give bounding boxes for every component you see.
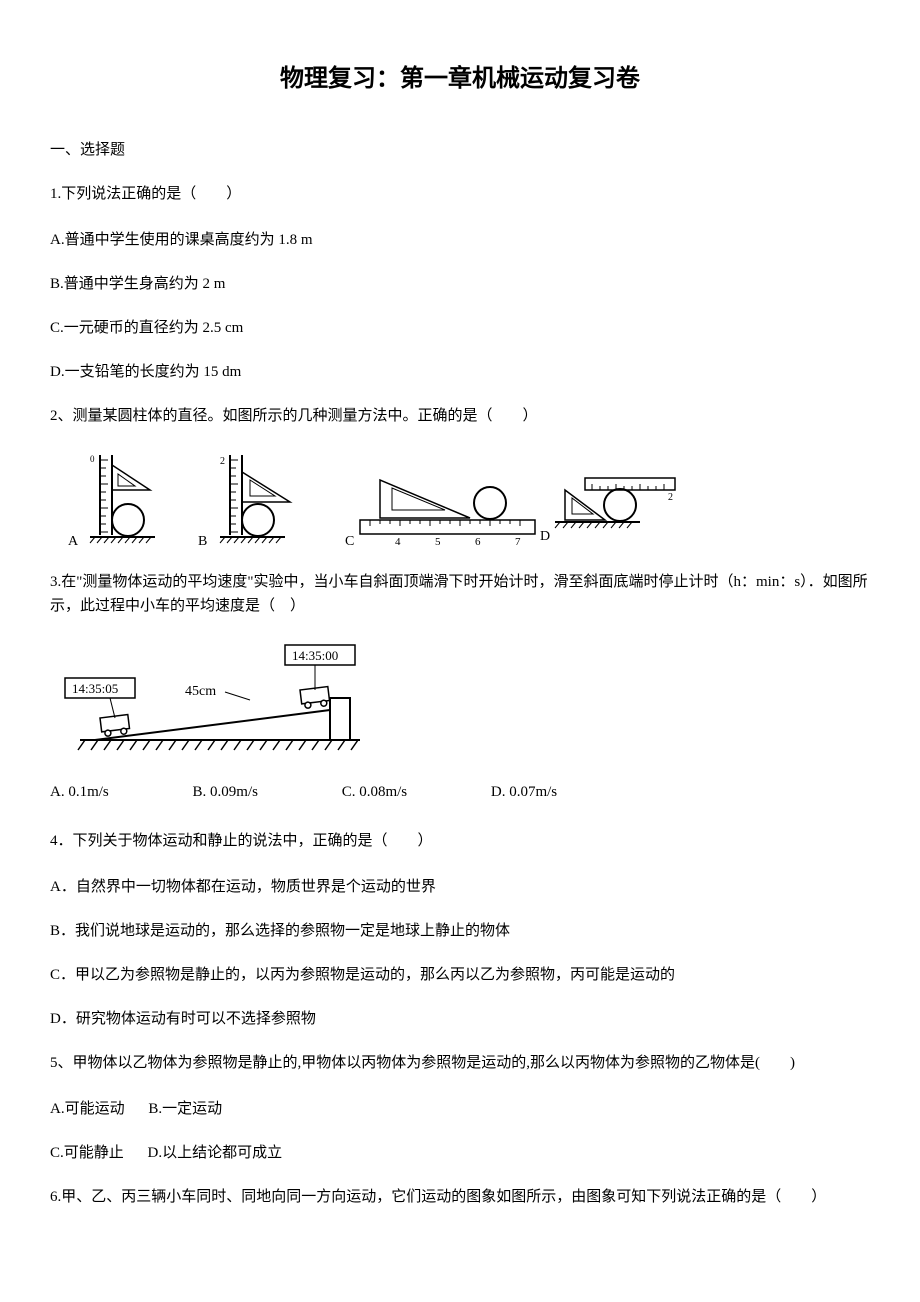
svg-text:C: C xyxy=(345,534,354,549)
q2-panel-b: 2 B xyxy=(198,455,290,549)
q3-option-a: A. 0.1m/s xyxy=(50,780,109,804)
question-6: 6.甲、乙、丙三辆小车同时、同地向同一方向运动，它们运动的图象如图所示，由图象可… xyxy=(50,1185,870,1209)
svg-text:14:35:05: 14:35:05 xyxy=(72,681,118,696)
question-5: 5、甲物体以乙物体为参照物是静止的,甲物体以丙物体为参照物是运动的,那么以丙物体… xyxy=(50,1051,870,1075)
q2-panel-c: 4 5 6 7 C xyxy=(345,480,535,549)
page-title: 物理复习：第一章机械运动复习卷 xyxy=(50,60,870,98)
q4-option-c: C．甲以乙为参照物是静止的，以丙为参照物是运动的，那么丙以乙为参照物，丙可能是运… xyxy=(50,963,870,987)
q3-option-c: C. 0.08m/s xyxy=(342,780,407,804)
q5-stem: 5、甲物体以乙物体为参照物是静止的,甲物体以丙物体为参照物是运动的,那么以丙物体… xyxy=(50,1051,870,1075)
section-heading: 一、选择题 xyxy=(50,138,870,162)
svg-text:2: 2 xyxy=(220,456,225,467)
q5-row2: C.可能静止 D.以上结论都可成立 xyxy=(50,1141,870,1165)
svg-text:7: 7 xyxy=(515,536,521,548)
q6-stem: 6.甲、乙、丙三辆小车同时、同地向同一方向运动，它们运动的图象如图所示，由图象可… xyxy=(50,1185,870,1209)
svg-text:4: 4 xyxy=(395,536,401,548)
question-3: 3.在"测量物体运动的平均速度"实验中，当小车自斜面顶端滑下时开始计时，滑至斜面… xyxy=(50,570,870,618)
q3-option-d: D. 0.07m/s xyxy=(491,780,557,804)
svg-text:6: 6 xyxy=(475,536,481,548)
q1-option-b: B.普通中学生身高约为 2 m xyxy=(50,272,870,296)
q4-option-a: A．自然界中一切物体都在运动，物质世界是个运动的世界 xyxy=(50,875,870,899)
q5-option-a: A.可能运动 xyxy=(50,1097,125,1121)
q5-option-d: D.以上结论都可成立 xyxy=(148,1141,283,1165)
svg-text:45cm: 45cm xyxy=(185,684,216,699)
svg-text:14:35:00: 14:35:00 xyxy=(292,648,338,663)
q4-option-d: D．研究物体运动有时可以不选择参照物 xyxy=(50,1007,870,1031)
q5-option-b: B.一定运动 xyxy=(148,1097,222,1121)
q4-stem: 4．下列关于物体运动和静止的说法中，正确的是（ ） xyxy=(50,829,870,853)
svg-text:5: 5 xyxy=(435,536,441,548)
question-2: 2、测量某圆柱体的直径。如图所示的几种测量方法中。正确的是（ ） xyxy=(50,404,870,428)
q5-row1: A.可能运动 B.一定运动 xyxy=(50,1097,870,1121)
svg-text:B: B xyxy=(198,534,207,549)
q3-option-b: B. 0.09m/s xyxy=(193,780,258,804)
q3-stem: 3.在"测量物体运动的平均速度"实验中，当小车自斜面顶端滑下时开始计时，滑至斜面… xyxy=(50,570,870,618)
svg-text:0: 0 xyxy=(90,454,95,464)
q1-option-c: C.一元硬币的直径约为 2.5 cm xyxy=(50,316,870,340)
svg-text:2: 2 xyxy=(668,492,673,503)
question-4: 4．下列关于物体运动和静止的说法中，正确的是（ ） xyxy=(50,829,870,853)
q5-option-c: C.可能静止 xyxy=(50,1141,124,1165)
q1-option-a: A.普通中学生使用的课桌高度约为 1.8 m xyxy=(50,228,870,252)
q1-option-d: D.一支铅笔的长度约为 15 dm xyxy=(50,360,870,384)
q3-figure: 14:35:00 14:35:05 xyxy=(50,640,870,760)
q3-options: A. 0.1m/s B. 0.09m/s C. 0.08m/s D. 0.07m… xyxy=(50,780,870,804)
svg-text:A: A xyxy=(68,534,79,549)
q2-stem: 2、测量某圆柱体的直径。如图所示的几种测量方法中。正确的是（ ） xyxy=(50,404,870,428)
svg-text:D: D xyxy=(540,529,550,544)
q2-figure: 0 A xyxy=(50,450,870,550)
q2-panel-d: 2 D xyxy=(540,478,675,544)
q2-panel-a: 0 A xyxy=(68,454,155,549)
q1-stem: 1.下列说法正确的是（ ） xyxy=(50,182,870,206)
question-1: 1.下列说法正确的是（ ） xyxy=(50,182,870,206)
q4-option-b: B．我们说地球是运动的，那么选择的参照物一定是地球上静止的物体 xyxy=(50,919,870,943)
